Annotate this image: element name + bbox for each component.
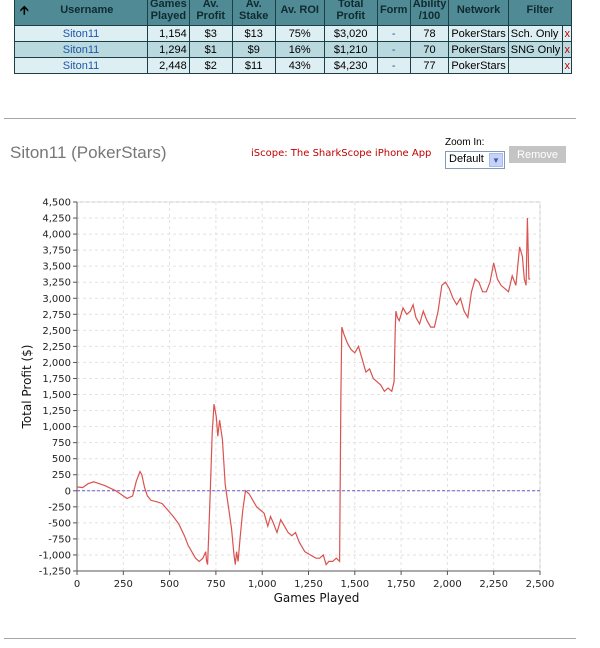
username-link[interactable]: Siton11 (14, 25, 148, 42)
y-tick-label: 2,500 (42, 326, 71, 337)
y-tick-label: 1,250 (42, 406, 71, 417)
zoom-select-value: Default (449, 153, 484, 165)
x-tick-label: 1,250 (294, 579, 323, 590)
y-tick-label: 2,750 (42, 310, 71, 321)
filter-cell (507, 57, 564, 74)
y-axis-label: Total Profit ($) (20, 345, 34, 430)
games-played-cell: 1,294 (147, 41, 190, 58)
form-cell: - (376, 57, 411, 74)
header-av-stake[interactable]: Av. Stake (231, 0, 276, 26)
y-tick-label: 500 (52, 454, 71, 465)
ability-cell: 77 (409, 57, 450, 74)
y-tick-label: 4,500 (42, 198, 71, 209)
form-cell: - (376, 41, 411, 58)
y-tick-label: 3,500 (42, 262, 71, 273)
ability-cell: 70 (409, 41, 450, 58)
total-profit-cell: $1,210 (323, 41, 378, 58)
divider-bottom (4, 638, 576, 639)
games-played-cell: 1,154 (147, 25, 190, 42)
y-tick-label: 250 (52, 470, 71, 481)
x-tick-label: 1,500 (340, 579, 369, 590)
y-tick-label: -500 (48, 518, 71, 529)
divider-top (4, 118, 576, 119)
table-row: Siton11 1,154 $3 $13 75% $3,020 - 78 Pok… (14, 25, 573, 42)
x-tick-label: 1,000 (248, 579, 277, 590)
profit-chart: 0 250 500 750 1,000 1,250 1,500 1,750 2,000 2,250… (20, 198, 555, 606)
zoom-select[interactable]: Default ▼ (445, 151, 505, 169)
y-tick-label: 1,750 (42, 374, 71, 385)
av-stake-cell: $13 (231, 25, 276, 42)
profit-series-line (76, 217, 531, 566)
games-played-cell: 2,448 (147, 57, 190, 74)
x-tick-label: 2,500 (526, 579, 555, 590)
username-link[interactable]: Siton11 (14, 57, 148, 74)
x-tick-label: 2,000 (433, 579, 462, 590)
header-ability[interactable]: Ability /100 (409, 0, 450, 26)
arrow-up-icon[interactable]: 🡩 (20, 3, 29, 17)
header-av-roi[interactable]: Av. ROI (274, 0, 325, 26)
header-games-played[interactable]: Games Played (147, 0, 190, 26)
header-form[interactable]: Form (376, 0, 411, 26)
network-cell: PokerStars (448, 57, 509, 74)
header-av-profit[interactable]: Av. Profit (188, 0, 233, 26)
av-roi-cell: 43% (274, 57, 325, 74)
av-profit-cell: $2 (188, 57, 233, 74)
zoom-label: Zoom In: (445, 137, 485, 148)
av-profit-cell: $3 (188, 25, 233, 42)
total-profit-cell: $4,230 (323, 57, 378, 74)
y-tick-label: 2,000 (42, 358, 71, 369)
y-tick-label: 0 (65, 486, 71, 497)
table-row: Siton11 2,448 $2 $11 43% $4,230 - 77 Pok… (14, 57, 573, 74)
y-tick-label: 3,000 (42, 294, 71, 305)
chart-title: Siton11 (PokerStars) (10, 143, 167, 162)
header-network[interactable]: Network (448, 0, 509, 26)
filter-cell: Sch. Only (507, 25, 564, 42)
table-header-row: 🡩 Username Games Played Av. Profit Av. St… (14, 0, 573, 26)
y-tick-label: 3,750 (42, 246, 71, 257)
av-roi-cell: 16% (274, 41, 325, 58)
x-tick-label: 2,250 (479, 579, 508, 590)
x-axis-label: Games Played (274, 591, 360, 605)
remove-row-button[interactable]: x (562, 25, 573, 42)
x-tick-label: 250 (114, 579, 133, 590)
y-tick-label: 1,000 (42, 422, 71, 433)
header-username[interactable]: 🡩 Username (14, 0, 148, 26)
x-tick-label: 750 (206, 579, 225, 590)
y-tick-label: 750 (52, 438, 71, 449)
y-tick-label: -750 (48, 534, 71, 545)
username-link[interactable]: Siton11 (14, 41, 148, 58)
network-cell: PokerStars (448, 25, 509, 42)
table-row: Siton11 1,294 $1 $9 16% $1,210 - 70 Poke… (14, 41, 573, 58)
y-tick-label: -1,250 (39, 567, 71, 578)
chevron-down-icon[interactable]: ▼ (489, 153, 503, 167)
x-tick-label: 0 (74, 579, 80, 590)
filter-cell: SNG Only (507, 41, 564, 58)
av-roi-cell: 75% (274, 25, 325, 42)
ability-cell: 78 (409, 25, 450, 42)
iscope-link[interactable]: iScope: The SharkScope iPhone App (251, 148, 432, 159)
y-tick-label: 4,250 (42, 214, 71, 225)
av-stake-cell: $11 (231, 57, 276, 74)
header-total-profit[interactable]: Total Profit (323, 0, 378, 26)
y-tick-label: -1,000 (39, 550, 71, 561)
y-tick-label: 2,250 (42, 342, 71, 353)
y-tick-label: -250 (48, 502, 71, 513)
stats-table: 🡩 Username Games Played Av. Profit Av. St… (14, 0, 573, 74)
x-tick-label: 1,750 (387, 579, 416, 590)
network-cell: PokerStars (448, 41, 509, 58)
av-stake-cell: $9 (231, 41, 276, 58)
remove-row-button[interactable]: x (562, 57, 573, 74)
total-profit-cell: $3,020 (323, 25, 378, 42)
av-profit-cell: $1 (188, 41, 233, 58)
remove-row-button[interactable]: x (562, 41, 573, 58)
y-tick-label: 1,500 (42, 390, 71, 401)
remove-button[interactable]: Remove (509, 146, 566, 163)
x-tick-label: 500 (160, 579, 179, 590)
form-cell: - (376, 25, 411, 42)
header-filter[interactable]: Filter (507, 0, 573, 26)
y-tick-label: 4,000 (42, 230, 71, 241)
y-tick-label: 3,250 (42, 278, 71, 289)
